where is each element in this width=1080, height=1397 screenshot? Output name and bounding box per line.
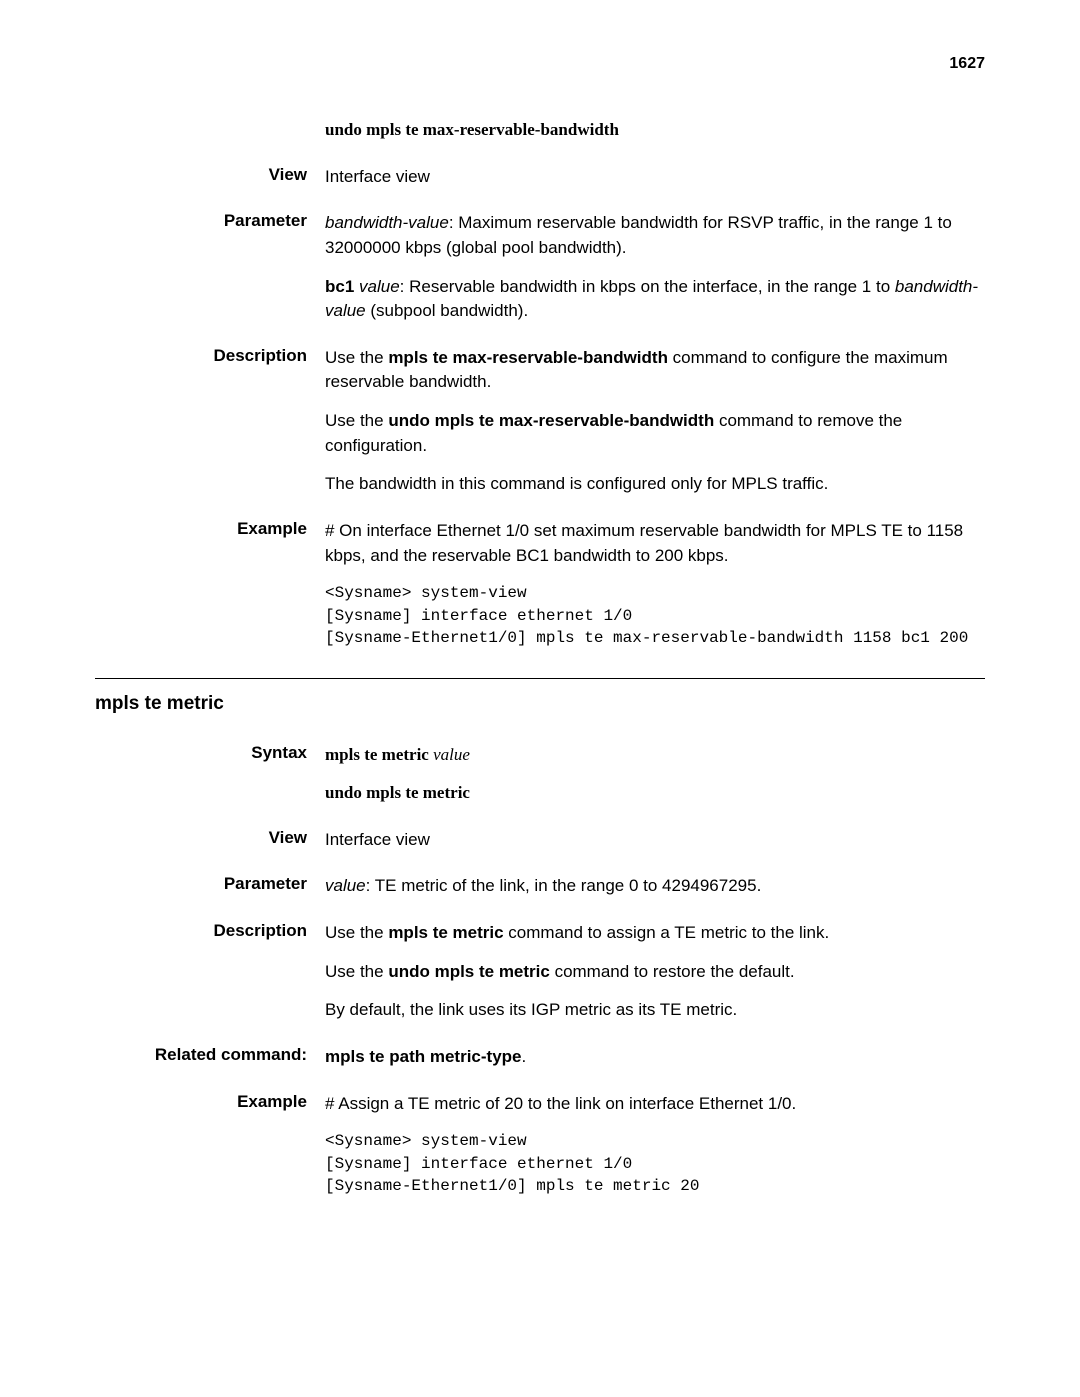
related-textp: . xyxy=(522,1047,527,1066)
undo-syntax-text: undo mpls te max-reservable-bandwidth xyxy=(325,120,619,139)
view-text: Interface view xyxy=(325,165,985,190)
description-content: Use the mpls te max-reservable-bandwidth… xyxy=(325,346,985,497)
section-title: mpls te metric xyxy=(95,693,985,715)
related-row: Related command: mpls te path metric-typ… xyxy=(95,1045,985,1070)
desc-p1: Use the mpls te max-reservable-bandwidth… xyxy=(325,346,985,395)
section-divider xyxy=(95,678,985,679)
d2b: undo mpls te max-reservable-bandwidth xyxy=(388,411,714,430)
parameter-label: Parameter xyxy=(95,211,325,324)
example-row-2: Example # Assign a TE metric of 20 to th… xyxy=(95,1092,985,1198)
param-1: bandwidth-value: Maximum reservable band… xyxy=(325,211,985,260)
syntax-line1: mpls te metric value xyxy=(325,743,985,768)
example-intro-2: # Assign a TE metric of 20 to the link o… xyxy=(325,1092,985,1117)
example-intro: # On interface Ethernet 1/0 set maximum … xyxy=(325,519,985,568)
d21c: command to assign a TE metric to the lin… xyxy=(504,923,830,942)
d22b: undo mpls te metric xyxy=(388,962,550,981)
s1a: mpls te metric xyxy=(325,745,433,764)
example-code: <Sysname> system-view [Sysname] interfac… xyxy=(325,582,985,649)
desc2-p2: Use the undo mpls te metric command to r… xyxy=(325,960,985,985)
param2-rest2: (subpool bandwidth). xyxy=(366,301,529,320)
related-textb: mpls te path metric-type xyxy=(325,1047,522,1066)
param2-italic: value xyxy=(354,277,399,296)
parameter-row: Parameter bandwidth-value: Maximum reser… xyxy=(95,211,985,324)
undo-syntax: undo mpls te max-reservable-bandwidth xyxy=(325,118,985,143)
description-content-2: Use the mpls te metric command to assign… xyxy=(325,921,985,1023)
desc2-p1: Use the mpls te metric command to assign… xyxy=(325,921,985,946)
description-label: Description xyxy=(95,346,325,497)
s1b: value xyxy=(433,745,470,764)
parameter-label-2: Parameter xyxy=(95,874,325,899)
parameter-content-2: value: TE metric of the link, in the ran… xyxy=(325,874,985,899)
syntax-label-2: Syntax xyxy=(95,743,325,806)
empty-label xyxy=(95,118,325,143)
param-rest-2: : TE metric of the link, in the range 0 … xyxy=(366,876,762,895)
example-label-2: Example xyxy=(95,1092,325,1198)
syntax-content-2: mpls te metric value undo mpls te metric xyxy=(325,743,985,806)
description-label-2: Description xyxy=(95,921,325,1023)
example-label: Example xyxy=(95,519,325,649)
description-row: Description Use the mpls te max-reservab… xyxy=(95,346,985,497)
view-label: View xyxy=(95,165,325,190)
parameter-row-2: Parameter value: TE metric of the link, … xyxy=(95,874,985,899)
view-label-2: View xyxy=(95,828,325,853)
view-text-2: Interface view xyxy=(325,828,985,853)
description-row-2: Description Use the mpls te metric comma… xyxy=(95,921,985,1023)
example-row: Example # On interface Ethernet 1/0 set … xyxy=(95,519,985,649)
page-number: 1627 xyxy=(95,55,985,73)
related-content: mpls te path metric-type. xyxy=(325,1045,985,1070)
related-label: Related command: xyxy=(95,1045,325,1070)
d21b: mpls te metric xyxy=(388,923,503,942)
d1b: mpls te max-reservable-bandwidth xyxy=(388,348,668,367)
desc-p3: The bandwidth in this command is configu… xyxy=(325,472,985,497)
s2: undo mpls te metric xyxy=(325,783,470,802)
d21a: Use the xyxy=(325,923,388,942)
syntax-row-2: Syntax mpls te metric value undo mpls te… xyxy=(95,743,985,806)
param-2: bc1 value: Reservable bandwidth in kbps … xyxy=(325,275,985,324)
example-content-2: # Assign a TE metric of 20 to the link o… xyxy=(325,1092,985,1198)
d1a: Use the xyxy=(325,348,388,367)
param-name-2: value xyxy=(325,876,366,895)
d22c: command to restore the default. xyxy=(550,962,795,981)
parameter-content: bandwidth-value: Maximum reservable band… xyxy=(325,211,985,324)
syntax-line2: undo mpls te metric xyxy=(325,781,985,806)
undo-syntax-row: undo mpls te max-reservable-bandwidth xyxy=(95,118,985,143)
param1-name: bandwidth-value xyxy=(325,213,449,232)
d2a: Use the xyxy=(325,411,388,430)
param2-bold: bc1 xyxy=(325,277,354,296)
page: 1627 undo mpls te max-reservable-bandwid… xyxy=(0,0,1080,1279)
example-code-2: <Sysname> system-view [Sysname] interfac… xyxy=(325,1130,985,1197)
d22a: Use the xyxy=(325,962,388,981)
desc-p2: Use the undo mpls te max-reservable-band… xyxy=(325,409,985,458)
example-content: # On interface Ethernet 1/0 set maximum … xyxy=(325,519,985,649)
view-row-2: View Interface view xyxy=(95,828,985,853)
param2-rest1: : Reservable bandwidth in kbps on the in… xyxy=(400,277,895,296)
desc2-p3: By default, the link uses its IGP metric… xyxy=(325,998,985,1023)
view-row: View Interface view xyxy=(95,165,985,190)
